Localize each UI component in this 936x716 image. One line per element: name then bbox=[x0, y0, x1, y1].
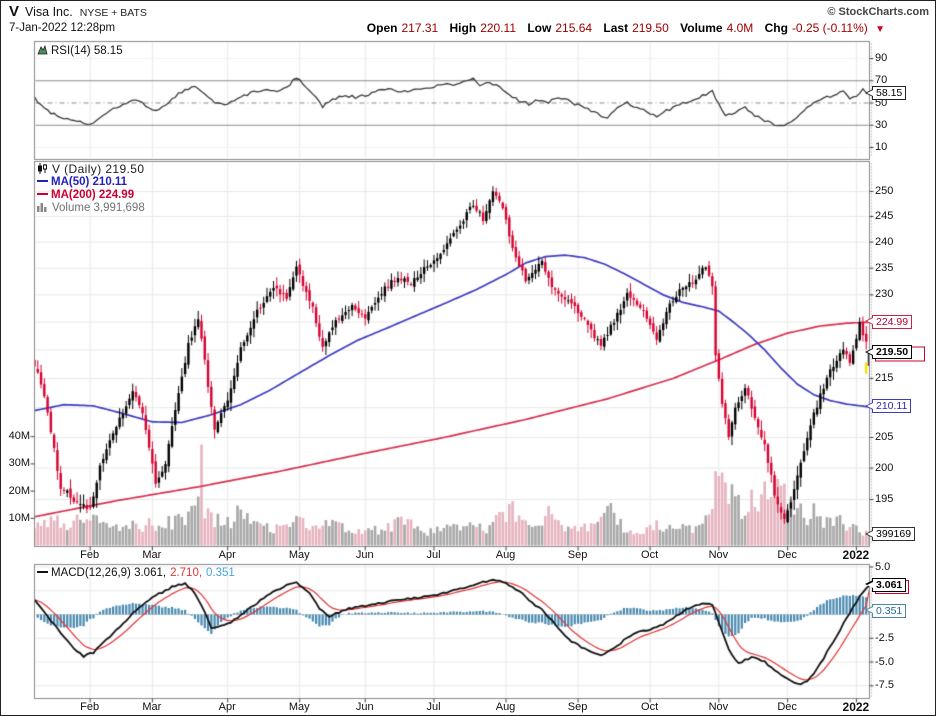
ma200-callout-pill: 224.99 bbox=[864, 314, 913, 329]
open-value: 217.31 bbox=[401, 21, 439, 35]
ma50-legend-label: MA(50) 210.11 bbox=[51, 176, 128, 188]
ticker-symbol: V bbox=[9, 3, 20, 20]
volume-callout-value: 399169 bbox=[876, 528, 912, 541]
macd-line-icon bbox=[37, 571, 48, 573]
macd-legend-label: MACD(12,26,9) 3.061, bbox=[51, 567, 167, 579]
company-name: Visa Inc. bbox=[25, 5, 73, 19]
volume-legend-label: Volume 3,991,698 bbox=[52, 202, 145, 214]
stockcharts-credit: © StockCharts.com bbox=[827, 6, 929, 18]
rsi-callout-value: 58.15 bbox=[876, 87, 903, 100]
ma50-line-icon bbox=[37, 180, 48, 182]
macd-hist-value: 0.351 bbox=[206, 567, 235, 579]
exchange-label: NYSE + BATS bbox=[79, 7, 147, 19]
last-price-value: 219.50 bbox=[876, 346, 909, 359]
ma200-line-icon bbox=[37, 193, 48, 195]
macd-callout-value: 3.061 bbox=[876, 578, 903, 591]
ma50-callout-value: 210.11 bbox=[876, 400, 908, 413]
chart-datetime: 7-Jan-2022 12:28pm bbox=[9, 22, 116, 34]
macd-callout-pill: 3.061 bbox=[864, 577, 907, 592]
macd-hist-callout-pill: 0.351 bbox=[864, 603, 907, 618]
ma200-legend-label: MA(200) 224.99 bbox=[51, 189, 135, 201]
header: V Visa Inc. NYSE + BATS bbox=[9, 3, 147, 21]
quote-strip: Open 217.31 High 220.11 Low 215.64 Last 219.… bbox=[359, 21, 885, 35]
last-value: 219.50 bbox=[632, 21, 669, 35]
volume-label: Volume bbox=[680, 21, 723, 35]
rsi-callout-pill: 58.15 bbox=[864, 86, 907, 101]
rsi-area-icon bbox=[37, 44, 48, 55]
open-label: Open bbox=[366, 21, 398, 35]
last-price-pill: 219.50 bbox=[864, 345, 913, 360]
candlestick-icon bbox=[38, 163, 47, 174]
macd-signal-value: 2.710, bbox=[170, 567, 203, 579]
down-arrow-icon: ▼ bbox=[875, 24, 885, 35]
chg-label: Chg bbox=[764, 21, 788, 35]
price-legend: V (Daily) 219.50 MA(50) 210.11 MA(200) 2… bbox=[37, 163, 145, 215]
low-value: 215.64 bbox=[555, 21, 593, 35]
high-value: 220.11 bbox=[480, 21, 516, 35]
ma200-callout-value: 224.99 bbox=[876, 315, 909, 328]
macd-legend: MACD(12,26,9) 3.061, 2.710, 0.351 bbox=[37, 567, 235, 579]
rsi-legend-label: RSI(14) 58.15 bbox=[51, 45, 123, 57]
low-label: Low bbox=[527, 21, 552, 35]
macd-hist-callout-value: 0.351 bbox=[876, 604, 903, 617]
volume-bars-icon bbox=[37, 203, 47, 212]
volume-callout-pill: 399169 bbox=[864, 527, 916, 542]
volume-value: 4.0M bbox=[726, 21, 754, 35]
high-label: High bbox=[449, 21, 477, 35]
ma50-callout-pill: 210.11 bbox=[864, 399, 912, 414]
last-label: Last bbox=[603, 21, 629, 35]
rsi-legend: RSI(14) 58.15 bbox=[37, 44, 123, 57]
chg-value: -0.25 (-0.11%) bbox=[791, 21, 868, 35]
symbol-legend-label: V (Daily) 219.50 bbox=[52, 162, 145, 176]
